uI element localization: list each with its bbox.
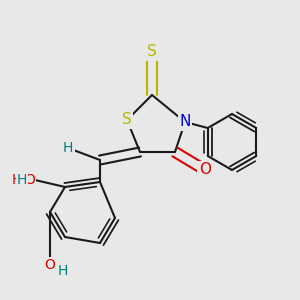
Text: H: H <box>58 264 68 278</box>
Text: N: N <box>179 115 191 130</box>
Text: HO: HO <box>12 173 33 187</box>
Text: S: S <box>147 44 157 59</box>
Text: O: O <box>24 173 35 187</box>
Text: S: S <box>122 112 132 128</box>
Text: O: O <box>45 258 56 272</box>
Text: H: H <box>16 173 27 187</box>
Text: H: H <box>63 141 73 155</box>
Text: O: O <box>199 163 211 178</box>
